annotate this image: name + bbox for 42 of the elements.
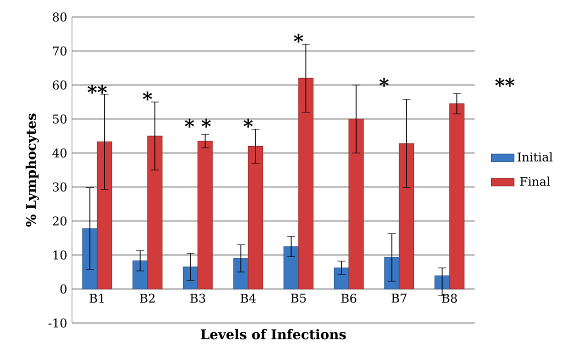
annotation: * xyxy=(294,34,304,43)
bar xyxy=(334,268,350,290)
x-tick-label: B4 xyxy=(240,294,256,303)
bar xyxy=(449,103,464,290)
annotation: * * xyxy=(184,118,211,128)
y-tick-label: 10 xyxy=(53,250,66,260)
y-tick-label: 40 xyxy=(52,148,66,158)
y-tick-label: 70 xyxy=(53,46,66,56)
x-axis-title: Levels of Infections xyxy=(200,329,346,340)
y-tick-label: 80 xyxy=(52,12,66,22)
bar xyxy=(248,146,264,290)
x-tick-label: B3 xyxy=(190,294,206,303)
text: ** xyxy=(495,78,514,87)
bar xyxy=(298,78,314,290)
x-tick-label: B7 xyxy=(392,294,407,302)
y-tick-label: 0 xyxy=(60,284,66,294)
y-tick-label: 30 xyxy=(52,182,66,192)
x-tick-label: B1 xyxy=(90,294,104,303)
bar xyxy=(284,246,299,290)
y-axis-title: % Lymphocytes xyxy=(26,114,39,227)
y-tick-label: -10 xyxy=(48,318,66,328)
annotation: * xyxy=(142,91,152,100)
bar xyxy=(132,260,148,290)
y-tick-label: 50 xyxy=(53,114,66,124)
bar xyxy=(96,142,112,290)
bar xyxy=(434,275,450,290)
y-tick-label: 20 xyxy=(52,216,66,226)
bar xyxy=(147,136,162,290)
bar xyxy=(233,258,248,290)
legend-label: Final xyxy=(520,176,550,186)
x-tick-label: B6 xyxy=(341,294,356,303)
x-tick-label: B2 xyxy=(140,294,155,303)
x-tick-label: B5 xyxy=(290,294,306,303)
x-tick-label: B8 xyxy=(442,294,457,303)
bar xyxy=(398,143,414,290)
annotation: * xyxy=(379,78,389,87)
bar xyxy=(348,118,364,290)
legend-label: Initial xyxy=(518,152,553,162)
bar xyxy=(198,140,213,290)
annotation: * xyxy=(244,118,253,128)
y-tick-label: 60 xyxy=(52,80,66,90)
annotation: ** xyxy=(88,84,107,94)
